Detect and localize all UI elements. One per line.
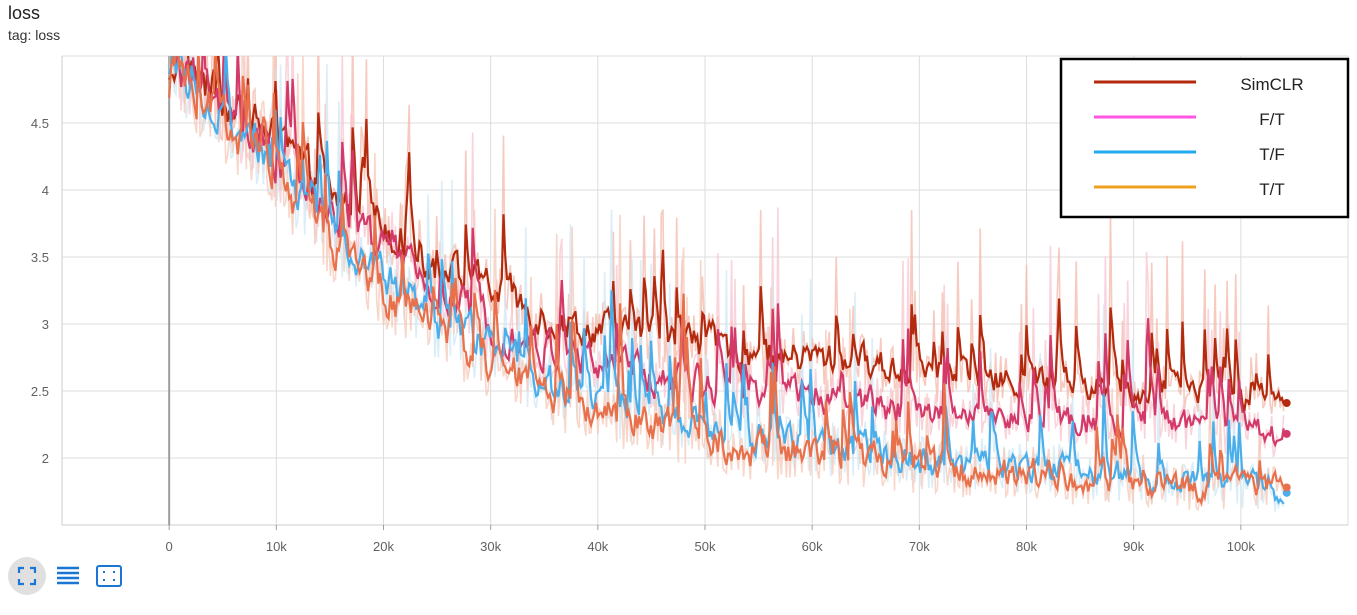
x-tick-label: 0 bbox=[166, 539, 173, 554]
series-endpoint bbox=[1282, 483, 1291, 492]
x-tick-label: 60k bbox=[802, 539, 823, 554]
x-tick-label: 50k bbox=[695, 539, 716, 554]
y-tick-label: 2 bbox=[42, 451, 49, 466]
card-tag: tag: loss bbox=[8, 27, 61, 43]
fit-domain-button[interactable] bbox=[8, 557, 46, 595]
x-tick-label: 10k bbox=[266, 539, 287, 554]
list-lines-icon bbox=[57, 566, 79, 585]
legend-label: SimCLR bbox=[1240, 75, 1303, 94]
y-tick-label: 4.5 bbox=[31, 116, 49, 131]
expand-frame-icon bbox=[96, 565, 122, 587]
series-endpoint bbox=[1282, 429, 1291, 438]
fullscreen-fit-icon bbox=[17, 566, 37, 586]
x-tick-label: 80k bbox=[1016, 539, 1037, 554]
x-tick-label: 90k bbox=[1123, 539, 1144, 554]
y-tick-label: 4 bbox=[42, 183, 49, 198]
series-line-tf[interactable] bbox=[168, 28, 1285, 505]
x-tick-label: 70k bbox=[909, 539, 930, 554]
chart-toolbar bbox=[8, 557, 131, 595]
toggle-log-scale-button[interactable] bbox=[49, 557, 87, 595]
expand-chart-button[interactable] bbox=[90, 557, 128, 595]
y-tick-label: 3 bbox=[42, 317, 49, 332]
series-endpoint bbox=[1282, 399, 1291, 408]
legend-label: F/T bbox=[1259, 110, 1285, 129]
x-tick-label: 100k bbox=[1227, 539, 1256, 554]
x-tick-label: 40k bbox=[587, 539, 608, 554]
legend-box bbox=[1059, 57, 1350, 219]
series-line-tt[interactable] bbox=[168, 45, 1285, 507]
legend-label: T/F bbox=[1259, 145, 1285, 164]
y-tick-label: 3.5 bbox=[31, 250, 49, 265]
legend-label: T/T bbox=[1259, 180, 1285, 199]
x-tick-label: 20k bbox=[373, 539, 394, 554]
y-tick-label: 2.5 bbox=[31, 384, 49, 399]
x-tick-label: 30k bbox=[480, 539, 501, 554]
card-title: loss bbox=[8, 3, 41, 23]
